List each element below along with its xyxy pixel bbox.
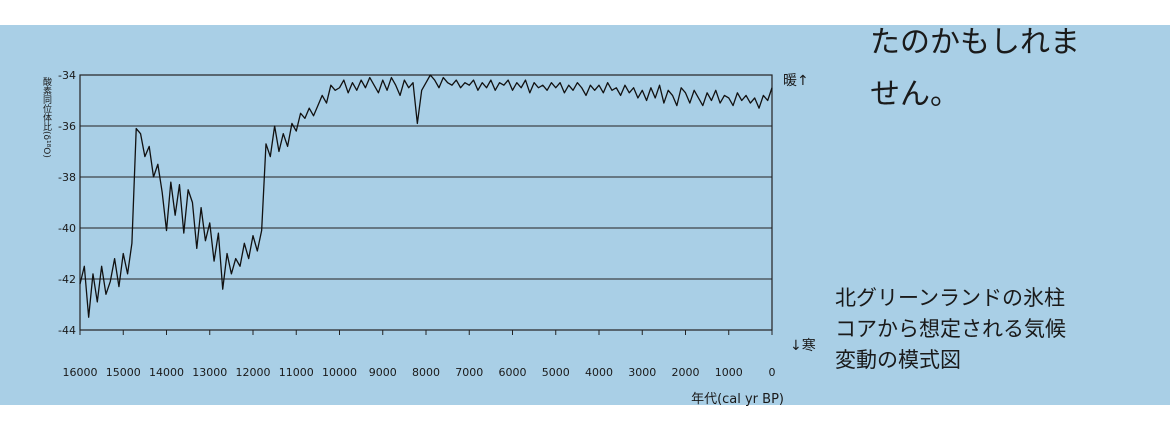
y-tick-label: -36 [58, 120, 76, 133]
x-axis-label: 年代(cal yr BP) [691, 392, 784, 407]
x-tick-label: 6000 [499, 366, 527, 379]
y-tick-label: -44 [58, 324, 76, 337]
x-tick-label: 11000 [279, 366, 314, 379]
side-text: たのかもしれま [870, 25, 1080, 60]
x-tick-label: 2000 [672, 366, 700, 379]
x-tick-label: 12000 [236, 366, 271, 379]
chart: -44 -42 -40 -38 -36 -34 16000 15000 14000 13000 12… [41, 69, 816, 407]
x-tick-label: 14000 [149, 366, 184, 379]
y-axis-label: 酸素同位体比(δ¹⁸O) [41, 76, 52, 158]
y-tick-label: -38 [58, 171, 76, 184]
caption: 北グリーンランドの氷柱 [835, 286, 1065, 310]
x-tick-label: 0 [769, 366, 776, 379]
x-tick-label: 3000 [628, 366, 656, 379]
x-tick-label: 5000 [542, 366, 570, 379]
side-text: せん。 [870, 77, 960, 112]
x-tick-label: 4000 [585, 366, 613, 379]
annotation: ↓寒 [790, 338, 816, 354]
page-photo [0, 25, 1170, 405]
x-tick-label: 16000 [63, 366, 98, 379]
x-tick-label: 7000 [455, 366, 483, 379]
y-tick-label: -34 [58, 69, 76, 82]
y-tick-label: -42 [58, 273, 76, 286]
annotation: 暖↑ [783, 73, 809, 89]
caption: コアから想定される気候 [835, 317, 1066, 341]
data-line [79, 74, 773, 318]
x-tick-label: 10000 [322, 366, 357, 379]
y-tick-label: -40 [58, 222, 76, 235]
x-tick-label: 13000 [192, 366, 227, 379]
caption: 変動の模式図 [835, 348, 961, 372]
x-tick-label: 8000 [412, 366, 440, 379]
x-tick-label: 1000 [715, 366, 743, 379]
x-tick-label: 15000 [106, 366, 141, 379]
x-tick-label: 9000 [369, 366, 397, 379]
